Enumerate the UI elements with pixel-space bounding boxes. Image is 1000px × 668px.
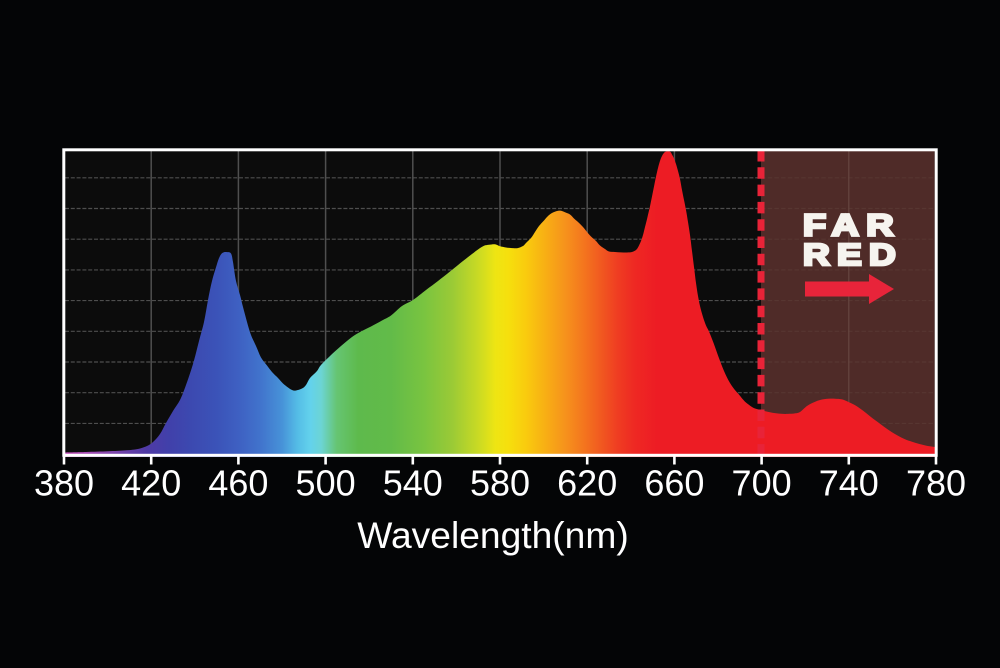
- svg-text:540: 540: [383, 463, 443, 504]
- svg-text:RED: RED: [803, 238, 903, 272]
- svg-text:780: 780: [906, 463, 966, 504]
- svg-text:660: 660: [644, 463, 704, 504]
- svg-text:420: 420: [121, 463, 181, 504]
- svg-text:460: 460: [208, 463, 268, 504]
- svg-text:Wavelength(nm): Wavelength(nm): [357, 514, 628, 556]
- svg-text:700: 700: [732, 463, 792, 504]
- svg-text:740: 740: [819, 463, 879, 504]
- svg-text:580: 580: [470, 463, 530, 504]
- svg-text:380: 380: [34, 463, 94, 504]
- svg-text:620: 620: [557, 463, 617, 504]
- svg-text:FAR: FAR: [803, 209, 901, 243]
- svg-text:500: 500: [296, 463, 356, 504]
